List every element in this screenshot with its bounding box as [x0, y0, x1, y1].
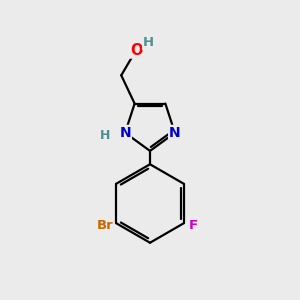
Text: H: H	[143, 36, 154, 49]
Text: N: N	[169, 126, 181, 140]
Text: N: N	[119, 126, 131, 140]
Text: F: F	[188, 219, 197, 232]
Text: O: O	[130, 43, 142, 58]
Text: H: H	[100, 129, 110, 142]
Text: Br: Br	[96, 219, 113, 232]
